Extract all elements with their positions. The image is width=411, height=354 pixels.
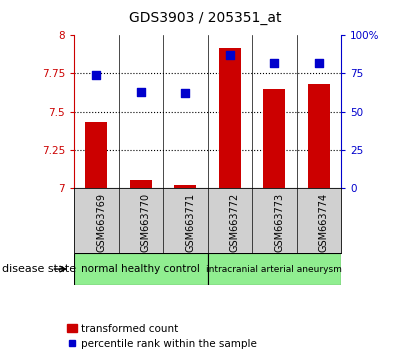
- Point: [93, 72, 99, 78]
- Text: intracranial arterial aneurysm: intracranial arterial aneurysm: [206, 264, 342, 274]
- Text: normal healthy control: normal healthy control: [81, 264, 200, 274]
- Text: GSM663769: GSM663769: [96, 193, 106, 252]
- Point: [226, 52, 233, 58]
- Bar: [208, 253, 341, 285]
- Text: disease state: disease state: [2, 264, 76, 274]
- Bar: [219, 47, 241, 188]
- Bar: [308, 84, 330, 188]
- Bar: [263, 88, 286, 188]
- Text: GSM663774: GSM663774: [319, 193, 329, 252]
- Text: GSM663771: GSM663771: [185, 193, 195, 252]
- Bar: [85, 122, 107, 188]
- Bar: [129, 180, 152, 188]
- Text: GDS3903 / 205351_at: GDS3903 / 205351_at: [129, 11, 282, 25]
- Text: GSM663773: GSM663773: [274, 193, 284, 252]
- Bar: [74, 253, 208, 285]
- Legend: transformed count, percentile rank within the sample: transformed count, percentile rank withi…: [67, 324, 257, 349]
- Point: [137, 89, 144, 95]
- Point: [271, 60, 277, 65]
- Bar: [174, 184, 196, 188]
- Text: GSM663770: GSM663770: [141, 193, 151, 252]
- Text: GSM663772: GSM663772: [230, 193, 240, 252]
- Point: [182, 90, 189, 96]
- Point: [316, 60, 322, 65]
